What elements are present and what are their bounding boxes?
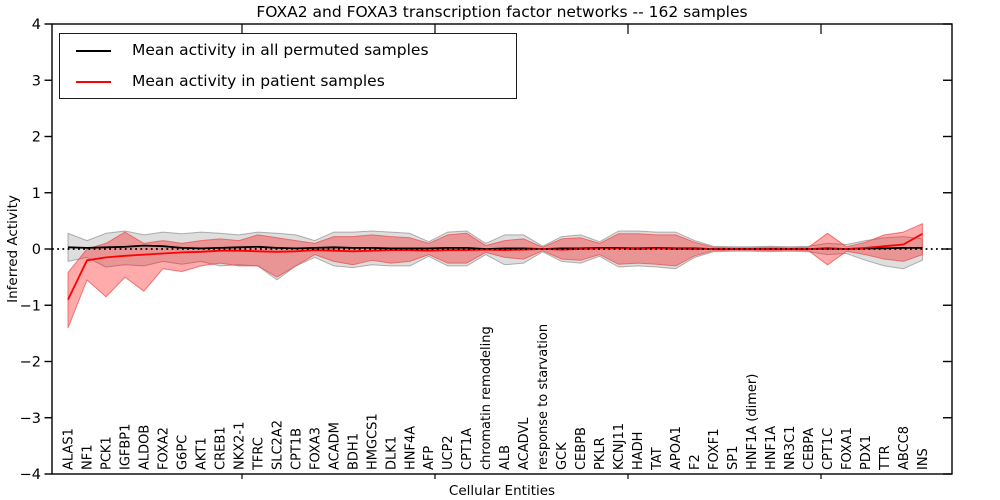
x-category-label: SLC2A2 [270, 420, 285, 470]
x-category-label: GCK [555, 442, 570, 470]
x-category-label: ALDOB [137, 425, 152, 470]
patient-line-sample [76, 80, 111, 83]
x-category-label: FOXA2 [156, 427, 171, 470]
x-category-label: HMGCS1 [365, 413, 380, 470]
x-category-label: HNF1A [764, 426, 779, 470]
x-category-label: AKT1 [194, 437, 209, 470]
x-category-label: PKLR [593, 437, 608, 470]
legend-item-permuted: Mean activity in all permuted samples [60, 36, 516, 65]
tick-labels: −4 −3 −2 −1 0 1 2 3 4 ALAS1 NF1 PCK1 IGFBP1 ALDOB FOXA… [20, 17, 931, 483]
x-category-label: PDX1 [859, 435, 874, 470]
legend: Mean activity in all permuted samples Me… [59, 33, 517, 99]
x-category-label: PCK1 [99, 436, 114, 470]
x-category-label: FOXA1 [840, 427, 855, 470]
x-category-label: TTR [878, 445, 893, 471]
legend-item-label: Mean activity in all permuted samples [132, 40, 429, 59]
x-category-label: F2 [688, 454, 703, 470]
mean-lines [52, 233, 952, 300]
x-category-label: APOA1 [669, 426, 684, 470]
y-tick-label: 1 [32, 186, 41, 202]
x-category-label: HNF4A [403, 426, 418, 470]
x-category-label: CPT1B [289, 428, 304, 470]
x-category-label: TFRC [251, 437, 266, 471]
y-tick-label: −1 [20, 298, 41, 314]
y-tick-label: 4 [32, 17, 41, 33]
legend-item-label: Mean activity in patient samples [132, 71, 385, 90]
x-category-label: CEBPA [802, 428, 817, 470]
x-category-label: G6PC [175, 435, 190, 470]
x-category-label: INS [916, 448, 931, 470]
x-category-label: HADH [631, 432, 646, 470]
y-tick-label: 2 [32, 130, 41, 146]
y-tick-label: −4 [20, 467, 41, 483]
x-axis-label: Cellular Entities [449, 483, 555, 499]
x-category-label: ABCC8 [897, 426, 912, 470]
legend-item-patient: Mean activity in patient samples [60, 67, 516, 96]
x-category-label: CEBPB [574, 427, 589, 470]
chart-title: FOXA2 and FOXA3 transcription factor net… [256, 3, 747, 21]
x-category-label: KCNJ11 [612, 423, 627, 470]
x-category-label: chromatin remodeling [479, 326, 494, 470]
x-category-label: NR3C1 [783, 426, 798, 470]
x-category-label: DLK1 [384, 436, 399, 470]
x-category-label: TAT [650, 447, 665, 471]
axis-ticks [44, 23, 952, 479]
y-tick-label: −2 [20, 355, 41, 371]
x-category-label: ACADVL [517, 417, 532, 470]
x-category-label: FOXF1 [707, 428, 722, 470]
x-category-label: AFP [422, 446, 437, 470]
x-category-label: ALAS1 [62, 428, 77, 470]
confidence-bands [67, 223, 923, 329]
x-category-label: NF1 [80, 445, 95, 470]
x-category-label: CPT1C [821, 428, 836, 470]
x-category-label: CREB1 [213, 426, 228, 470]
x-category-label: response to starvation [536, 324, 551, 470]
x-category-label: SP1 [726, 446, 741, 470]
y-tick-label: −3 [20, 411, 41, 427]
x-category-label: CPT1A [460, 428, 475, 470]
permuted-samples-range-band [67, 230, 923, 281]
x-category-label: UCP2 [441, 435, 456, 470]
x-category-label: HNF1A (dimer) [745, 374, 760, 470]
x-category-label: IGFBP1 [118, 424, 133, 470]
x-category-label: ALB [498, 445, 513, 470]
x-category-label: NKX2-1 [232, 422, 247, 470]
x-category-label: FOXA3 [308, 427, 323, 470]
y-tick-label: 0 [32, 242, 41, 258]
x-category-label: BDH1 [346, 433, 361, 470]
y-axis-label: Inferred Activity [5, 195, 21, 303]
y-tick-label: 3 [32, 73, 41, 89]
x-category-label: ACADM [327, 422, 342, 470]
permuted-line-sample [76, 49, 111, 52]
